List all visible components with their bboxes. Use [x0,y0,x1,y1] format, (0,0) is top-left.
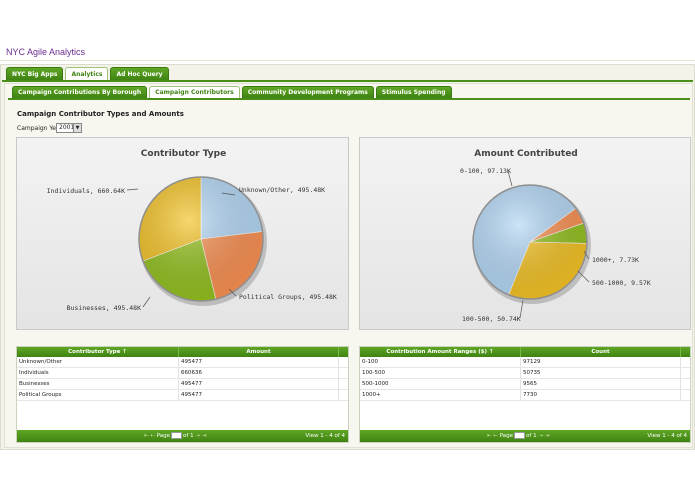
leader-line [519,299,524,319]
amount-contributed-chart: Amount Contributed 0-100, 97.13K 1000+, 7.… [359,137,691,330]
column-header-amount-ranges[interactable]: Contribution Amount Ranges ($) ↑ [360,347,521,357]
tab-stimulus-spending[interactable]: Stimulus Spending [375,86,452,98]
table-row[interactable]: 0-100 97129 [360,357,690,368]
leader-line [577,270,590,283]
view-range-label: View 1 - 4 of 4 [647,433,687,439]
campaign-year-value: 2001 [59,124,75,131]
column-header-count[interactable]: Count [521,347,681,357]
title-divider [0,60,695,61]
page-label: Page [499,433,514,439]
grid-header: Contribution Amount Ranges ($) ↑ Count [360,347,690,357]
amount-ranges-grid: Contribution Amount Ranges ($) ↑ Count 0… [359,346,691,443]
slice-label-1000: 1000+, 7.73K [592,256,639,264]
slice-label-unknown-other: Unknown/Other, 495.48K [239,186,325,194]
slice-label-0-100: 0-100, 97.13K [460,167,511,175]
contributor-type-chart: Contributor Type Unknown/Other, 495.48K Po… [16,137,349,330]
column-header-contributor-type[interactable]: Contributor Type ↑ [17,347,179,357]
leader-line [583,250,590,260]
page-label: Page [156,433,171,439]
next-page-icon[interactable]: ⇢ [538,433,543,439]
slice-label-individuals: Individuals, 660.64K [47,187,125,195]
table-row[interactable]: 1000+ 7730 [360,390,690,401]
grid-pager: ⇤ ⇠ Page of 1 ⇢ ⇥ View 1 - 4 of 4 [17,430,348,442]
table-row[interactable]: Unknown/Other 495477 [17,357,348,368]
tab-contributions-by-borough[interactable]: Campaign Contributions By Borough [12,86,148,98]
page-count-label: of 1 [183,433,194,439]
leader-line [142,296,151,308]
slice-label-100-500: 100-500, 50.74K [462,315,521,323]
table-row[interactable]: Individuals 660636 [17,368,348,379]
pie-rim [472,184,588,300]
prev-page-icon[interactable]: ⇠ [150,433,155,439]
table-row[interactable]: Businesses 495477 [17,379,348,390]
section-title: Campaign Contributor Types and Amounts [17,110,184,118]
campaign-year-select[interactable]: 2001 ▼ [56,123,82,133]
slice-label-political-groups: Political Groups, 495.48K [239,293,337,301]
tab-nyc-big-apps[interactable]: NYC Big Apps [6,67,64,80]
page-count-label: of 1 [526,433,537,439]
contributor-type-pie: Contributor Type Unknown/Other, 495.48K Po… [47,149,337,312]
pie-rim [138,176,264,302]
leader-line [126,188,139,191]
chart-title: Contributor Type [141,149,226,159]
tab-ad-hoc-query[interactable]: Ad Hoc Query [110,67,169,80]
leader-line [228,288,237,297]
last-page-icon[interactable]: ⇥ [544,433,550,439]
last-page-icon[interactable]: ⇥ [201,433,207,439]
slice-label-500-1000: 500-1000, 9.57K [592,279,651,287]
chart-title: Amount Contributed [474,149,578,159]
grid-pager: ⇤ ⇠ Page of 1 ⇢ ⇥ View 1 - 4 of 4 [360,430,690,442]
tab-campaign-contributors[interactable]: Campaign Contributors [149,86,240,98]
leader-line [221,192,236,196]
amount-contributed-pie: Amount Contributed 0-100, 97.13K 1000+, 7.… [460,149,651,323]
page-number-input[interactable] [514,432,526,439]
page-number-input[interactable] [171,432,183,439]
tab-analytics[interactable]: Analytics [65,67,109,80]
next-page-icon[interactable]: ⇢ [195,433,200,439]
slice-label-businesses: Businesses, 495.48K [67,304,141,312]
first-page-icon[interactable]: ⇤ [487,433,492,439]
grid-header: Contributor Type ↑ Amount [17,347,348,357]
tab-community-development[interactable]: Community Development Programs [241,86,374,98]
sub-tab-bar: Campaign Contributions By Borough Campai… [12,86,452,98]
column-header-amount[interactable]: Amount [179,347,339,357]
first-page-icon[interactable]: ⇤ [144,433,149,439]
app-title: NYC Agile Analytics [6,47,86,57]
contributor-type-grid: Contributor Type ↑ Amount Unknown/Other … [16,346,349,443]
sub-tab-rule [8,98,690,100]
table-row[interactable]: 100-500 50735 [360,368,690,379]
top-tab-bar: NYC Big Apps Analytics Ad Hoc Query [6,67,169,80]
top-tab-rule [2,80,693,82]
view-range-label: View 1 - 4 of 4 [305,433,345,439]
table-row[interactable]: Political Groups 495477 [17,390,348,401]
table-row[interactable]: 500-1000 9565 [360,379,690,390]
leader-line [507,170,513,187]
chevron-down-icon[interactable]: ▼ [73,124,81,132]
campaign-year-label: Campaign Year: [17,125,65,132]
prev-page-icon[interactable]: ⇠ [493,433,498,439]
